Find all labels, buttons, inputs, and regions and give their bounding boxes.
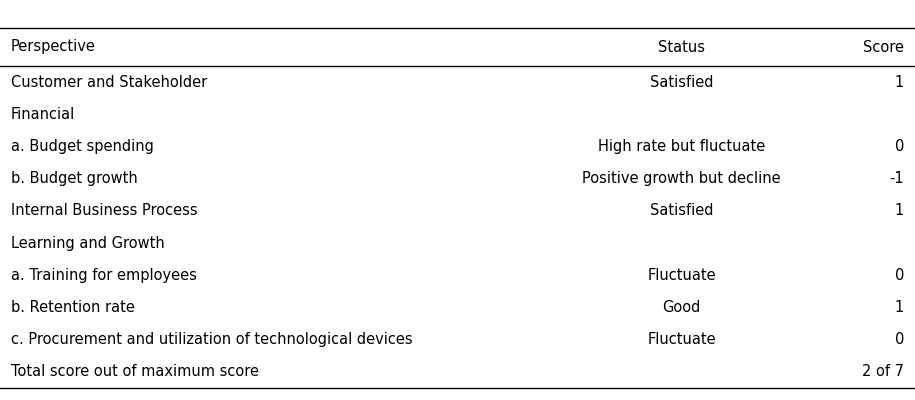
Text: -1: -1 — [889, 171, 904, 186]
Text: 1: 1 — [895, 203, 904, 218]
Text: a. Budget spending: a. Budget spending — [11, 139, 154, 154]
Text: Financial: Financial — [11, 107, 75, 122]
Text: Satisfied: Satisfied — [650, 203, 714, 218]
Text: 0: 0 — [895, 139, 904, 154]
Text: Good: Good — [662, 300, 701, 315]
Text: 0: 0 — [895, 332, 904, 347]
Text: b. Retention rate: b. Retention rate — [11, 300, 135, 315]
Text: 1: 1 — [895, 74, 904, 90]
Text: a. Training for employees: a. Training for employees — [11, 268, 197, 283]
Text: 2 of 7: 2 of 7 — [862, 364, 904, 379]
Text: b. Budget growth: b. Budget growth — [11, 171, 138, 186]
Text: c. Procurement and utilization of technological devices: c. Procurement and utilization of techno… — [11, 332, 413, 347]
Text: Total score out of maximum score: Total score out of maximum score — [11, 364, 259, 379]
Text: Internal Business Process: Internal Business Process — [11, 203, 198, 218]
Text: Perspective: Perspective — [11, 40, 96, 54]
Text: Satisfied: Satisfied — [650, 74, 714, 90]
Text: Positive growth but decline: Positive growth but decline — [582, 171, 781, 186]
Text: Fluctuate: Fluctuate — [647, 268, 716, 283]
Text: Score: Score — [863, 40, 904, 54]
Text: Fluctuate: Fluctuate — [647, 332, 716, 347]
Text: 1: 1 — [895, 300, 904, 315]
Text: High rate but fluctuate: High rate but fluctuate — [598, 139, 765, 154]
Text: 0: 0 — [895, 268, 904, 283]
Text: Customer and Stakeholder: Customer and Stakeholder — [11, 74, 207, 90]
Text: Status: Status — [658, 40, 705, 54]
Text: Learning and Growth: Learning and Growth — [11, 236, 165, 250]
